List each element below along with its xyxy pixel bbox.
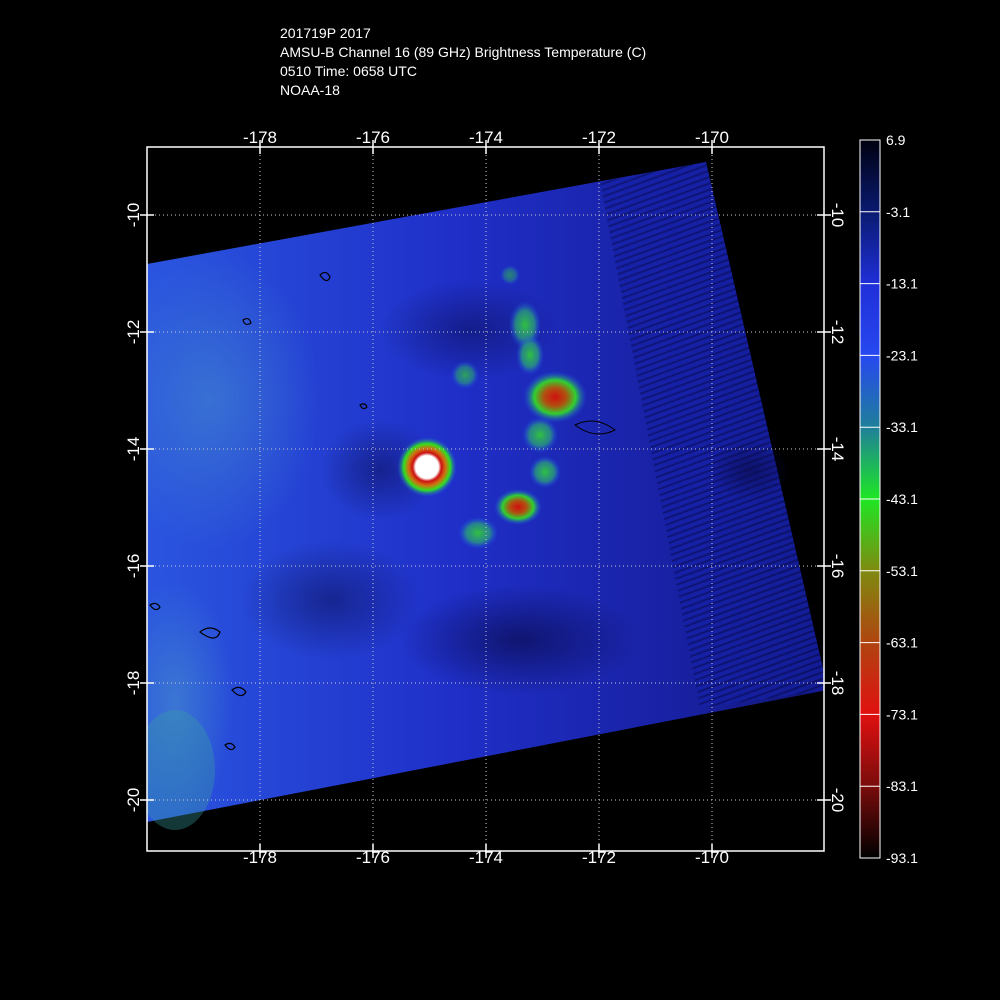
- axis-tick-labels: -178 -178 -176 -176 -174 -174 -172 -172 -170 -170…: [124, 128, 847, 867]
- lat-tick-label-right: -14: [828, 437, 847, 462]
- lon-tick-label-top: -178: [243, 128, 277, 147]
- lon-tick-label-bottom: -176: [356, 848, 390, 867]
- colorbar-ticks: 6.9 -3.1 -13.1 -23.1 -33.1 -43.1 -53.1 -63.1 -73…: [860, 132, 918, 866]
- colorbar-tick-label: -43.1: [886, 491, 918, 507]
- colorbar-tick-label: -73.1: [886, 706, 918, 722]
- lat-tick-label-left: -16: [124, 554, 143, 579]
- colorbar-tick-label: -53.1: [886, 563, 918, 579]
- lat-tick-label-left: -20: [124, 788, 143, 813]
- graticule: [140, 140, 831, 858]
- lat-tick-label-left: -12: [124, 320, 143, 345]
- lon-tick-label-bottom: -170: [695, 848, 729, 867]
- lon-tick-label-top: -172: [582, 128, 616, 147]
- lon-tick-label-bottom: -178: [243, 848, 277, 867]
- time-title: 0510 Time: 0658 UTC: [280, 63, 417, 79]
- lat-tick-label-left: -18: [124, 671, 143, 696]
- map-frame: [146, 146, 825, 852]
- product-title: AMSU-B Channel 16 (89 GHz) Brightness Te…: [280, 44, 647, 60]
- colorbar-tick-label: 6.9: [886, 132, 906, 148]
- lon-tick-label-bottom: -174: [469, 848, 503, 867]
- lon-tick-label-top: -176: [356, 128, 390, 147]
- lon-tick-label-top: -174: [469, 128, 503, 147]
- colorbar-tick-label: -93.1: [886, 850, 918, 866]
- lat-tick-label-left: -10: [124, 203, 143, 228]
- colorbar-tick-label: -23.1: [886, 347, 918, 363]
- colorbar-tick-label: -83.1: [886, 778, 918, 794]
- colorbar-tick-label: -63.1: [886, 635, 918, 651]
- lat-tick-label-right: -12: [828, 320, 847, 345]
- storm-id-title: 201719P 2017: [280, 25, 371, 41]
- lat-tick-label-right: -20: [828, 788, 847, 813]
- satellite-swath: [147, 162, 824, 830]
- storm-eye: [397, 437, 457, 497]
- colorbar-tick-label: -3.1: [886, 204, 910, 220]
- lat-tick-label-right: -16: [828, 554, 847, 579]
- lon-tick-label-top: -170: [695, 128, 729, 147]
- colorbar-tick-label: -13.1: [886, 276, 918, 292]
- colorbar-tick-label: -33.1: [886, 419, 918, 435]
- satellite-title: NOAA-18: [280, 82, 340, 98]
- lat-tick-label-right: -18: [828, 671, 847, 696]
- lon-tick-label-bottom: -172: [582, 848, 616, 867]
- lat-tick-label-right: -10: [828, 203, 847, 228]
- lat-tick-label-left: -14: [124, 437, 143, 462]
- header: 201719P 2017 AMSU-B Channel 16 (89 GHz) …: [280, 24, 646, 100]
